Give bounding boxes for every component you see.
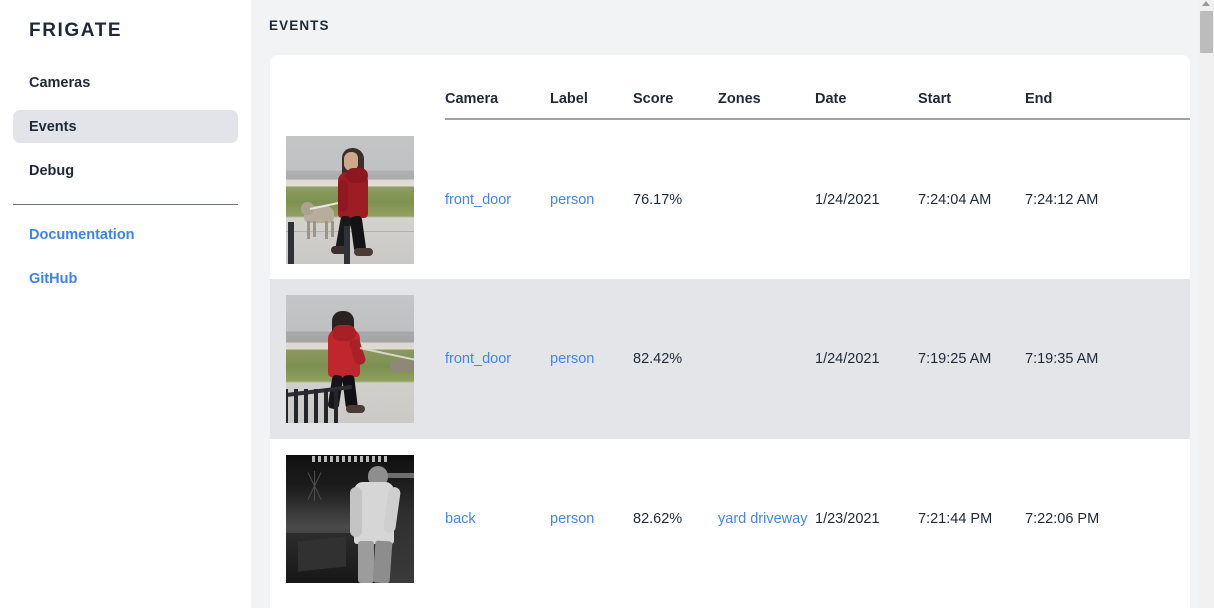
page-scrollbar[interactable] [1199, 0, 1214, 608]
column-header-date[interactable]: Date [815, 55, 918, 120]
person-hood-shape [346, 167, 368, 183]
app-brand-title: FRIGATE [29, 20, 123, 41]
dog-leg-shape [325, 220, 328, 239]
sidebar-link-documentation[interactable]: Documentation [13, 221, 238, 249]
column-header-zones[interactable]: Zones [718, 55, 815, 120]
column-header-thumbnail [270, 55, 445, 119]
person-leg-shape [372, 540, 393, 583]
column-header-label[interactable]: Label [550, 55, 633, 120]
fence-post-shape [344, 225, 350, 264]
sidebar-link-label-documentation: Documentation [29, 227, 135, 243]
dog-leg-shape [307, 220, 310, 239]
table-row[interactable]: front_door person 76.17% 1/24/2021 7:24:… [270, 119, 1190, 279]
event-start-cell: 7:21:44 PM [918, 511, 993, 527]
table-header-row: Camera Label Score Zones Date Start End [270, 55, 1190, 120]
column-header-camera[interactable]: Camera [445, 55, 550, 120]
sidebar-item-label-events: Events [29, 118, 77, 135]
camera-link[interactable]: back [445, 511, 476, 527]
railing-shape [378, 473, 414, 478]
tree-shape [300, 471, 330, 501]
event-zones-cell [718, 279, 815, 439]
person-face-shape [344, 151, 358, 171]
dog-leg-shape [313, 220, 316, 237]
event-thumbnail-cell [270, 119, 445, 279]
event-camera-cell: front_door [445, 279, 550, 439]
event-zones-cell: yard driveway [718, 439, 815, 599]
column-header-end[interactable]: End [1025, 55, 1190, 120]
event-date-cell: 1/24/2021 [815, 351, 880, 367]
person-arm-shape [338, 179, 348, 212]
sidebar-item-events[interactable]: Events [13, 110, 238, 143]
camera-link[interactable]: front_door [445, 191, 512, 208]
event-score-cell: 76.17% [633, 191, 683, 208]
event-end-cell: 7:22:06 PM [1025, 511, 1100, 527]
sidebar-link-github[interactable]: GitHub [13, 265, 238, 293]
event-score-cell: 82.62% [633, 511, 683, 527]
column-header-start[interactable]: Start [918, 55, 1025, 120]
fence-post-shape [288, 221, 294, 264]
label-link[interactable]: person [550, 191, 595, 208]
event-label-cell: person [550, 119, 633, 279]
sidebar: FRIGATE Cameras Events Debug Documentati… [0, 0, 251, 608]
person-shoe-shape [331, 245, 349, 254]
zones-links[interactable]: yard driveway [718, 510, 808, 527]
event-thumbnail-cell [270, 439, 445, 599]
column-header-score[interactable]: Score [633, 55, 718, 120]
event-date-cell: 1/24/2021 [815, 191, 880, 208]
event-camera-cell: back [445, 439, 550, 599]
events-table-head: Camera Label Score Zones Date Start End [270, 55, 1190, 120]
dog-head-shape [301, 201, 314, 215]
person-shoe-shape [354, 247, 373, 256]
object-shape [298, 536, 346, 572]
event-end-cell: 7:19:35 AM [1025, 351, 1099, 367]
scroll-up-arrow-icon[interactable] [1202, 1, 1210, 6]
label-link[interactable]: person [550, 351, 595, 367]
sidebar-item-debug[interactable]: Debug [13, 154, 238, 187]
camera-link[interactable]: front_door [445, 351, 512, 367]
dog-body-shape [390, 360, 414, 372]
table-row[interactable]: front_door person 82.42% 1/24/2021 7:19:… [270, 279, 1190, 439]
event-zones-cell [718, 119, 815, 279]
table-row[interactable]: back person 82.62% yard driveway 1/23/20… [270, 439, 1190, 599]
sidebar-item-cameras[interactable]: Cameras [13, 66, 238, 99]
events-table: Camera Label Score Zones Date Start End [270, 55, 1190, 599]
event-camera-cell: front_door [445, 119, 550, 279]
person-leg-shape [358, 541, 374, 583]
event-thumbnail-image[interactable] [286, 135, 414, 264]
sidebar-nav: Cameras Events Debug Documentation GitHu… [0, 66, 251, 293]
events-table-body: front_door person 76.17% 1/24/2021 7:24:… [270, 119, 1190, 599]
label-link[interactable]: person [550, 511, 595, 527]
leash-shape [359, 347, 414, 362]
event-thumbnail-image[interactable] [286, 295, 414, 423]
sidebar-divider [13, 204, 238, 205]
railing-shape [286, 387, 352, 423]
scrollbar-thumb[interactable] [1200, 11, 1213, 53]
person-arm-shape [350, 487, 362, 537]
event-label-cell: person [550, 279, 633, 439]
event-start-cell: 7:24:04 AM [918, 191, 992, 208]
event-date-cell: 1/23/2021 [815, 511, 880, 527]
event-end-cell: 7:24:12 AM [1025, 191, 1099, 208]
event-score-cell: 82.42% [633, 351, 683, 367]
person-hood-shape [332, 325, 356, 341]
event-thumbnail-image[interactable] [286, 455, 414, 583]
dog-leg-shape [331, 220, 334, 237]
person-leg-shape [349, 214, 367, 253]
main-content: EVENTS Camera Label [251, 0, 1214, 608]
person-shoe-shape [346, 405, 365, 413]
sidebar-item-label-cameras: Cameras [29, 74, 91, 91]
event-label-cell: person [550, 439, 633, 599]
sidebar-item-label-debug: Debug [29, 162, 75, 179]
sidebar-link-label-github: GitHub [29, 271, 78, 287]
event-start-cell: 7:19:25 AM [918, 351, 992, 367]
events-card: Camera Label Score Zones Date Start End [270, 55, 1190, 608]
person-head-shape [368, 466, 388, 486]
page-title: EVENTS [269, 18, 330, 33]
timestamp-overlay [312, 456, 390, 462]
event-thumbnail-cell [270, 279, 445, 439]
